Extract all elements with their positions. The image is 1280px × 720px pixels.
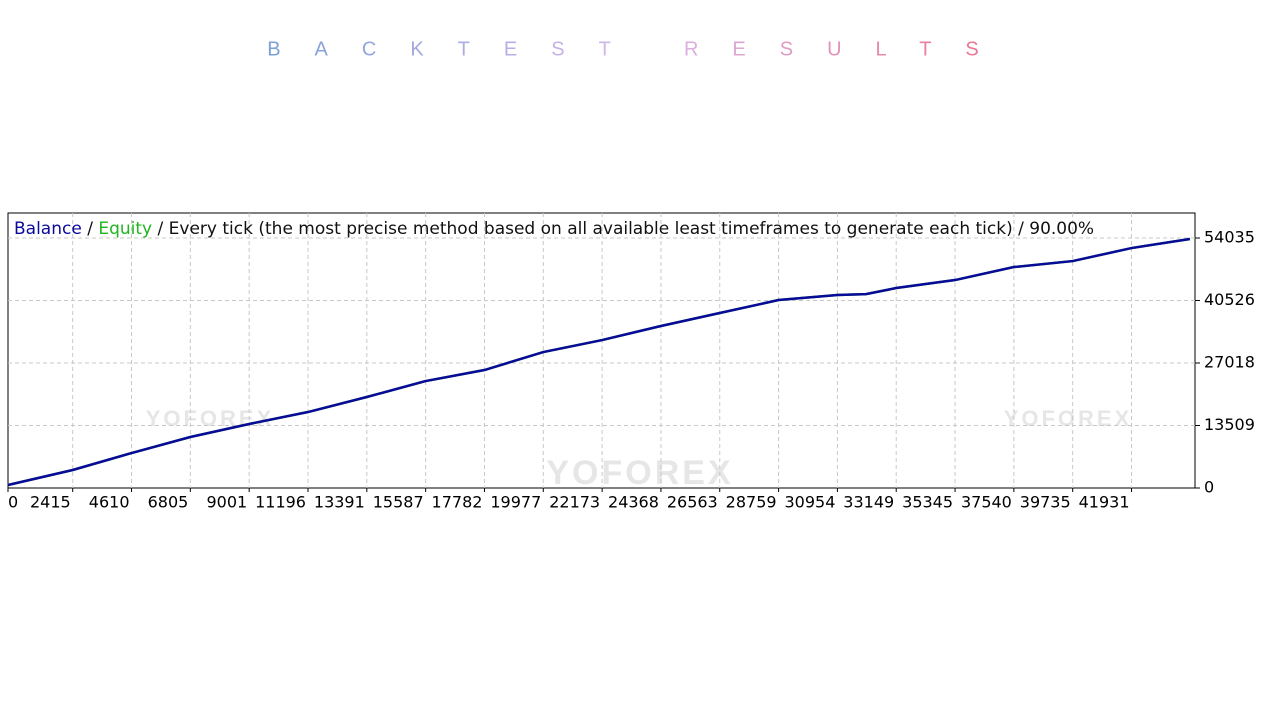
x-tick-label: 4610	[89, 493, 130, 512]
x-tick-label: 6805	[148, 493, 189, 512]
x-tick-label: 0	[8, 493, 18, 512]
x-tick-label: 28759	[726, 493, 777, 512]
x-tick-label: 22173	[549, 493, 600, 512]
x-tick-label: 39735	[1020, 493, 1071, 512]
chart-header: Balance / Equity / Every tick (the most …	[14, 219, 1094, 239]
watermark: YOFOREX	[546, 454, 733, 492]
x-tick-label: 17782	[432, 493, 483, 512]
separator: /	[87, 219, 93, 239]
plot-frame	[7, 212, 1196, 489]
chart-title: BACKTEST RESULTS	[267, 38, 1013, 60]
x-tick-label: 9001	[206, 493, 247, 512]
y-tick-label: 40526	[1204, 290, 1255, 309]
x-tick-label: 2415	[30, 493, 71, 512]
series-line	[7, 237, 1191, 487]
y-tick-label: 54035	[1204, 228, 1255, 247]
x-tick-label: 41931	[1079, 493, 1130, 512]
watermark: YOFOREX	[146, 406, 275, 431]
separator: /	[1018, 219, 1024, 239]
chart-subtitle: Every tick (the most precise method base…	[169, 219, 1013, 239]
separator: /	[158, 219, 164, 239]
legend-entry: Balance	[14, 219, 82, 239]
x-tick-label: 35345	[902, 493, 953, 512]
series-line	[7, 237, 1191, 487]
watermark: YOFOREX	[1004, 406, 1133, 431]
y-tick-label: 27018	[1204, 353, 1255, 372]
x-tick-label: 11196	[255, 493, 306, 512]
x-tick-label: 24368	[608, 493, 659, 512]
model-quality: 90.00%	[1029, 219, 1094, 239]
legend-entry: Equity	[98, 219, 152, 239]
x-tick-label: 37540	[961, 493, 1012, 512]
x-tick-label: 19977	[490, 493, 541, 512]
x-tick-label: 26563	[667, 493, 718, 512]
x-tick-label: 15587	[373, 493, 424, 512]
y-tick-label: 13509	[1204, 415, 1255, 434]
y-tick-label: 0	[1204, 478, 1214, 497]
x-tick-label: 13391	[314, 493, 365, 512]
x-tick-label: 33149	[843, 493, 894, 512]
x-tick-label: 30954	[784, 493, 835, 512]
